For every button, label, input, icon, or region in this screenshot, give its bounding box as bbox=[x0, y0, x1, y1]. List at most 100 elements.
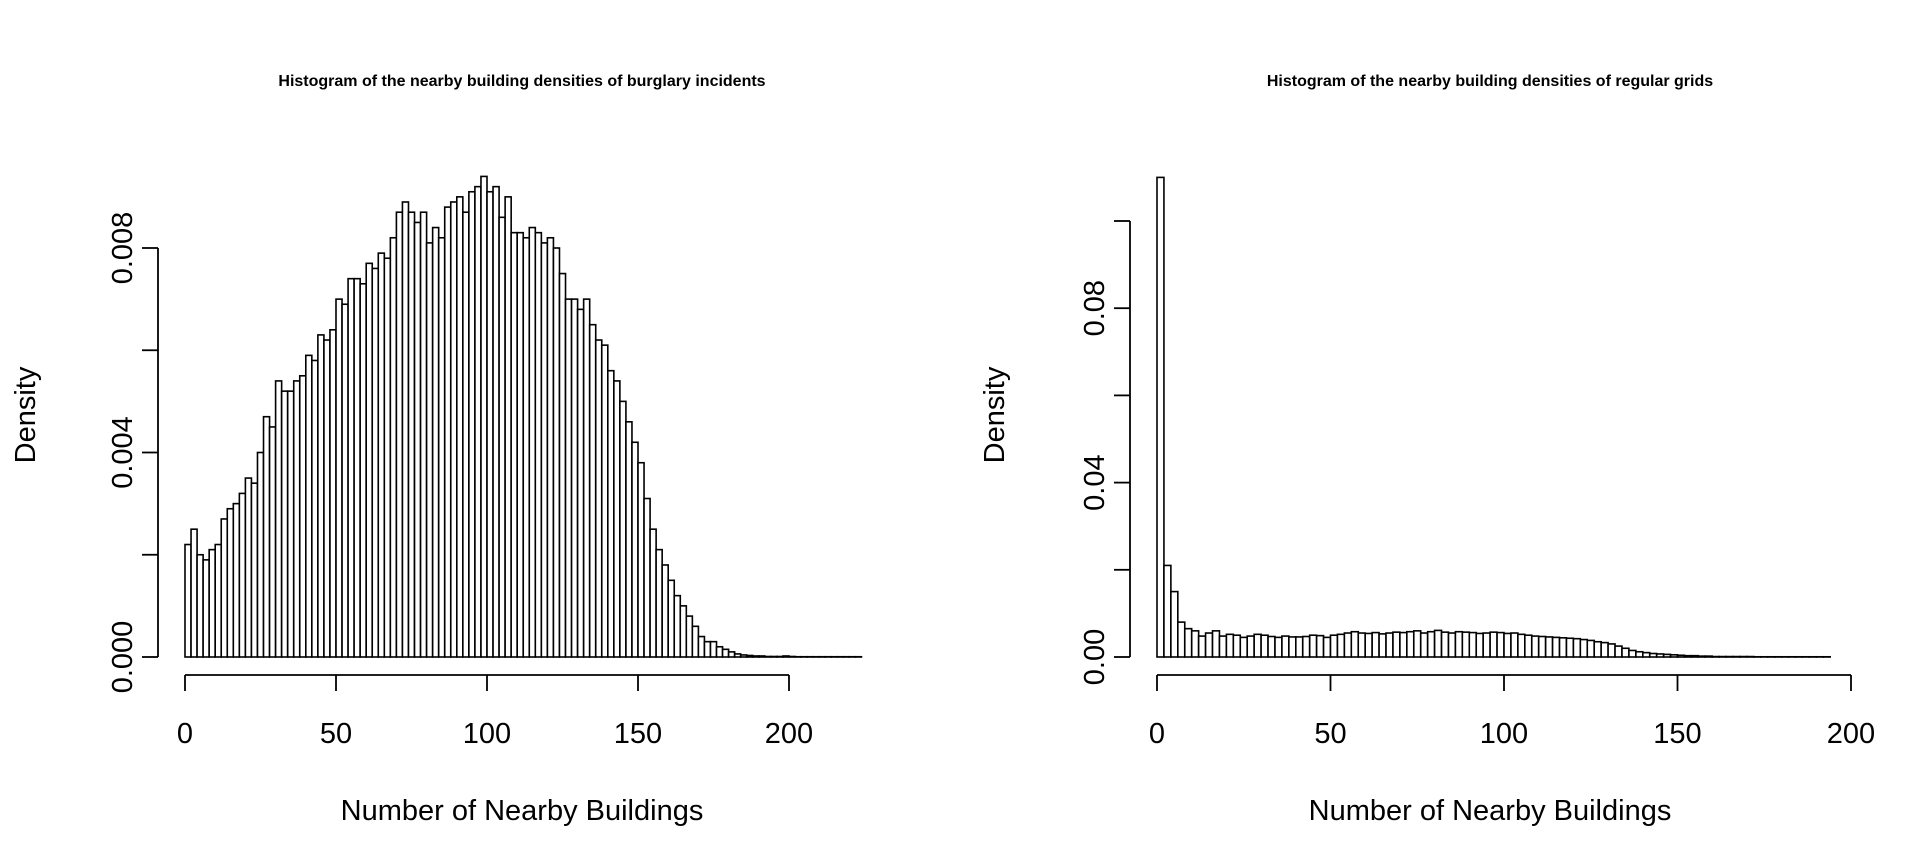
histogram-bar bbox=[1204, 632, 1214, 658]
histogram-bar bbox=[304, 354, 313, 658]
histogram-bar bbox=[625, 421, 633, 658]
histogram-bar bbox=[1655, 653, 1665, 658]
x-tick-label: 200 bbox=[1827, 718, 1875, 750]
histogram-bar bbox=[214, 543, 223, 658]
histogram-bar bbox=[1322, 636, 1332, 658]
histogram-bar bbox=[365, 262, 374, 658]
histogram-bar bbox=[425, 242, 434, 658]
histogram-bar bbox=[582, 298, 591, 658]
histogram-bar bbox=[395, 211, 404, 658]
histogram-bar bbox=[727, 651, 736, 658]
histogram-bar bbox=[1621, 647, 1630, 658]
y-tick-label: 0.000 bbox=[107, 621, 139, 694]
histogram-bar bbox=[474, 185, 482, 658]
histogram-bar bbox=[1343, 632, 1353, 658]
histogram-bar bbox=[1170, 590, 1179, 658]
histogram-bar bbox=[268, 426, 277, 658]
histogram-bar bbox=[510, 231, 519, 658]
histogram-bar bbox=[757, 655, 766, 658]
histogram-bar bbox=[782, 655, 790, 658]
histogram-bar bbox=[1475, 632, 1484, 658]
histogram-bar bbox=[1350, 630, 1360, 658]
histogram-bar bbox=[1406, 630, 1415, 658]
histogram-bar bbox=[1586, 639, 1596, 658]
histogram-bar bbox=[685, 615, 694, 658]
x-axis-label: Number of Nearby Buildings bbox=[1309, 795, 1672, 827]
histogram-bar bbox=[679, 605, 688, 658]
histogram-bar bbox=[770, 655, 778, 658]
histogram-bar bbox=[353, 277, 361, 658]
histogram-bar bbox=[184, 543, 192, 658]
histogram-bar bbox=[1329, 634, 1339, 658]
histogram-bar bbox=[1301, 635, 1311, 658]
histogram-bar bbox=[383, 257, 392, 658]
histogram-bar bbox=[776, 655, 784, 658]
histogram-bar bbox=[1447, 632, 1457, 658]
histogram-bar bbox=[1295, 636, 1304, 658]
histogram-bar bbox=[703, 640, 712, 658]
histogram-bar bbox=[1496, 631, 1505, 658]
histogram-bar bbox=[341, 303, 349, 658]
histogram-bar bbox=[1704, 655, 1714, 658]
histogram-bar bbox=[733, 653, 742, 658]
histogram-bar bbox=[1537, 635, 1547, 658]
histogram-bar bbox=[643, 497, 651, 658]
histogram-bar bbox=[1315, 634, 1325, 658]
y-axis-label: Density bbox=[979, 366, 1011, 463]
histogram-bar bbox=[1260, 634, 1269, 658]
histogram-bar bbox=[347, 277, 355, 658]
histogram-bar bbox=[504, 196, 512, 658]
histogram-bar bbox=[329, 328, 337, 658]
histogram-bar bbox=[588, 323, 597, 658]
histogram-bar bbox=[1218, 635, 1228, 658]
histogram-bar bbox=[371, 267, 380, 658]
histogram-bar bbox=[1607, 643, 1616, 658]
histogram-bar bbox=[606, 369, 615, 658]
histogram-bar bbox=[1635, 650, 1644, 658]
histogram-bar bbox=[751, 655, 760, 658]
histogram-bar bbox=[1197, 635, 1207, 658]
histogram-bar bbox=[1572, 637, 1582, 658]
histogram-bar bbox=[298, 375, 307, 658]
x-tick-label: 0 bbox=[177, 718, 193, 750]
histogram-bar bbox=[576, 308, 585, 658]
bars bbox=[184, 175, 863, 658]
histogram-bar bbox=[1524, 634, 1533, 658]
histogram-bar bbox=[1662, 653, 1672, 658]
histogram-bar bbox=[419, 211, 428, 658]
histogram-bar bbox=[1225, 633, 1235, 658]
histogram-bar bbox=[437, 236, 446, 658]
histogram-bar bbox=[546, 236, 555, 658]
histogram-bar bbox=[226, 507, 235, 658]
histogram-bar bbox=[1433, 629, 1443, 658]
histogram-bar bbox=[709, 640, 718, 658]
histogram-bar bbox=[558, 272, 567, 658]
histogram-bar bbox=[1288, 636, 1297, 658]
histogram-bar bbox=[1378, 633, 1387, 658]
y-tick-label: 0.00 bbox=[1079, 629, 1111, 685]
x-tick-label: 50 bbox=[320, 718, 352, 750]
histogram-bar bbox=[613, 380, 621, 658]
x-tick-label: 100 bbox=[463, 718, 511, 750]
histogram-bar bbox=[534, 231, 543, 658]
histogram-bar bbox=[516, 231, 525, 658]
histogram-bar bbox=[697, 635, 706, 658]
histogram-bar bbox=[1510, 632, 1519, 658]
histogram-bar bbox=[631, 441, 639, 658]
histogram-bar bbox=[1600, 641, 1609, 658]
x-tick-label: 100 bbox=[1480, 718, 1528, 750]
histogram-bar bbox=[1628, 649, 1637, 658]
panel-burglary-incidents: Histogram of the nearby building densiti… bbox=[10, 73, 863, 827]
histogram-bar bbox=[1419, 632, 1429, 658]
histogram-bar bbox=[715, 645, 724, 658]
histogram-bar bbox=[1246, 635, 1255, 658]
histogram-bar bbox=[739, 654, 748, 658]
histogram-bar bbox=[292, 380, 301, 658]
y-tick-label: 0.08 bbox=[1079, 280, 1111, 336]
histogram-bar bbox=[1385, 632, 1394, 658]
histogram-bar bbox=[1676, 654, 1686, 658]
histogram-bar bbox=[498, 216, 506, 658]
histogram-bar bbox=[1593, 640, 1602, 658]
